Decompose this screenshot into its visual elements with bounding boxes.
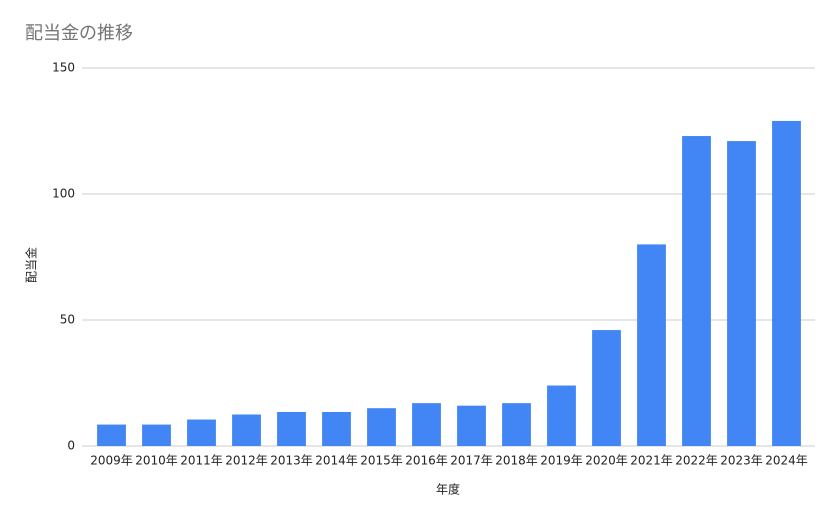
x-tick-label: 2021年 xyxy=(630,454,673,468)
x-tick-label: 2011年 xyxy=(180,454,223,468)
chart-title: 配当金の推移 xyxy=(25,23,133,44)
bar xyxy=(187,419,216,446)
x-tick-label: 2013年 xyxy=(270,454,313,468)
x-tick-label: 2018年 xyxy=(495,454,538,468)
x-tick-label: 2014年 xyxy=(315,454,358,468)
x-tick-label: 2017年 xyxy=(450,454,493,468)
x-tick-label: 2010年 xyxy=(135,454,178,468)
bar xyxy=(412,403,441,446)
bar xyxy=(367,408,396,446)
y-tick-label: 0 xyxy=(67,439,75,453)
x-tick-label: 2022年 xyxy=(675,454,718,468)
bar xyxy=(592,330,621,446)
x-tick-label: 2009年 xyxy=(90,454,133,468)
bar xyxy=(682,136,711,447)
x-tick-label: 2012年 xyxy=(225,454,268,468)
bar xyxy=(727,141,756,446)
y-axis-label: 配当金 xyxy=(24,247,39,283)
x-tick-label: 2016年 xyxy=(405,454,448,468)
x-tick-label: 2015年 xyxy=(360,454,403,468)
x-tick-label: 2024年 xyxy=(765,454,808,468)
bar xyxy=(97,424,126,446)
bar xyxy=(277,411,306,446)
bar xyxy=(637,244,666,446)
bar xyxy=(457,405,486,446)
bar xyxy=(772,120,801,447)
bar xyxy=(502,403,531,446)
y-tick-label: 50 xyxy=(60,313,75,327)
bar xyxy=(142,424,171,446)
x-axis-label: 年度 xyxy=(436,482,460,497)
x-tick-label: 2020年 xyxy=(585,454,628,468)
y-tick-label: 150 xyxy=(52,61,75,75)
x-tick-label: 2019年 xyxy=(540,454,583,468)
y-tick-label: 100 xyxy=(52,187,75,201)
bar xyxy=(547,385,576,446)
x-tick-label: 2023年 xyxy=(720,454,763,468)
bar xyxy=(232,414,261,446)
bar xyxy=(322,411,351,446)
